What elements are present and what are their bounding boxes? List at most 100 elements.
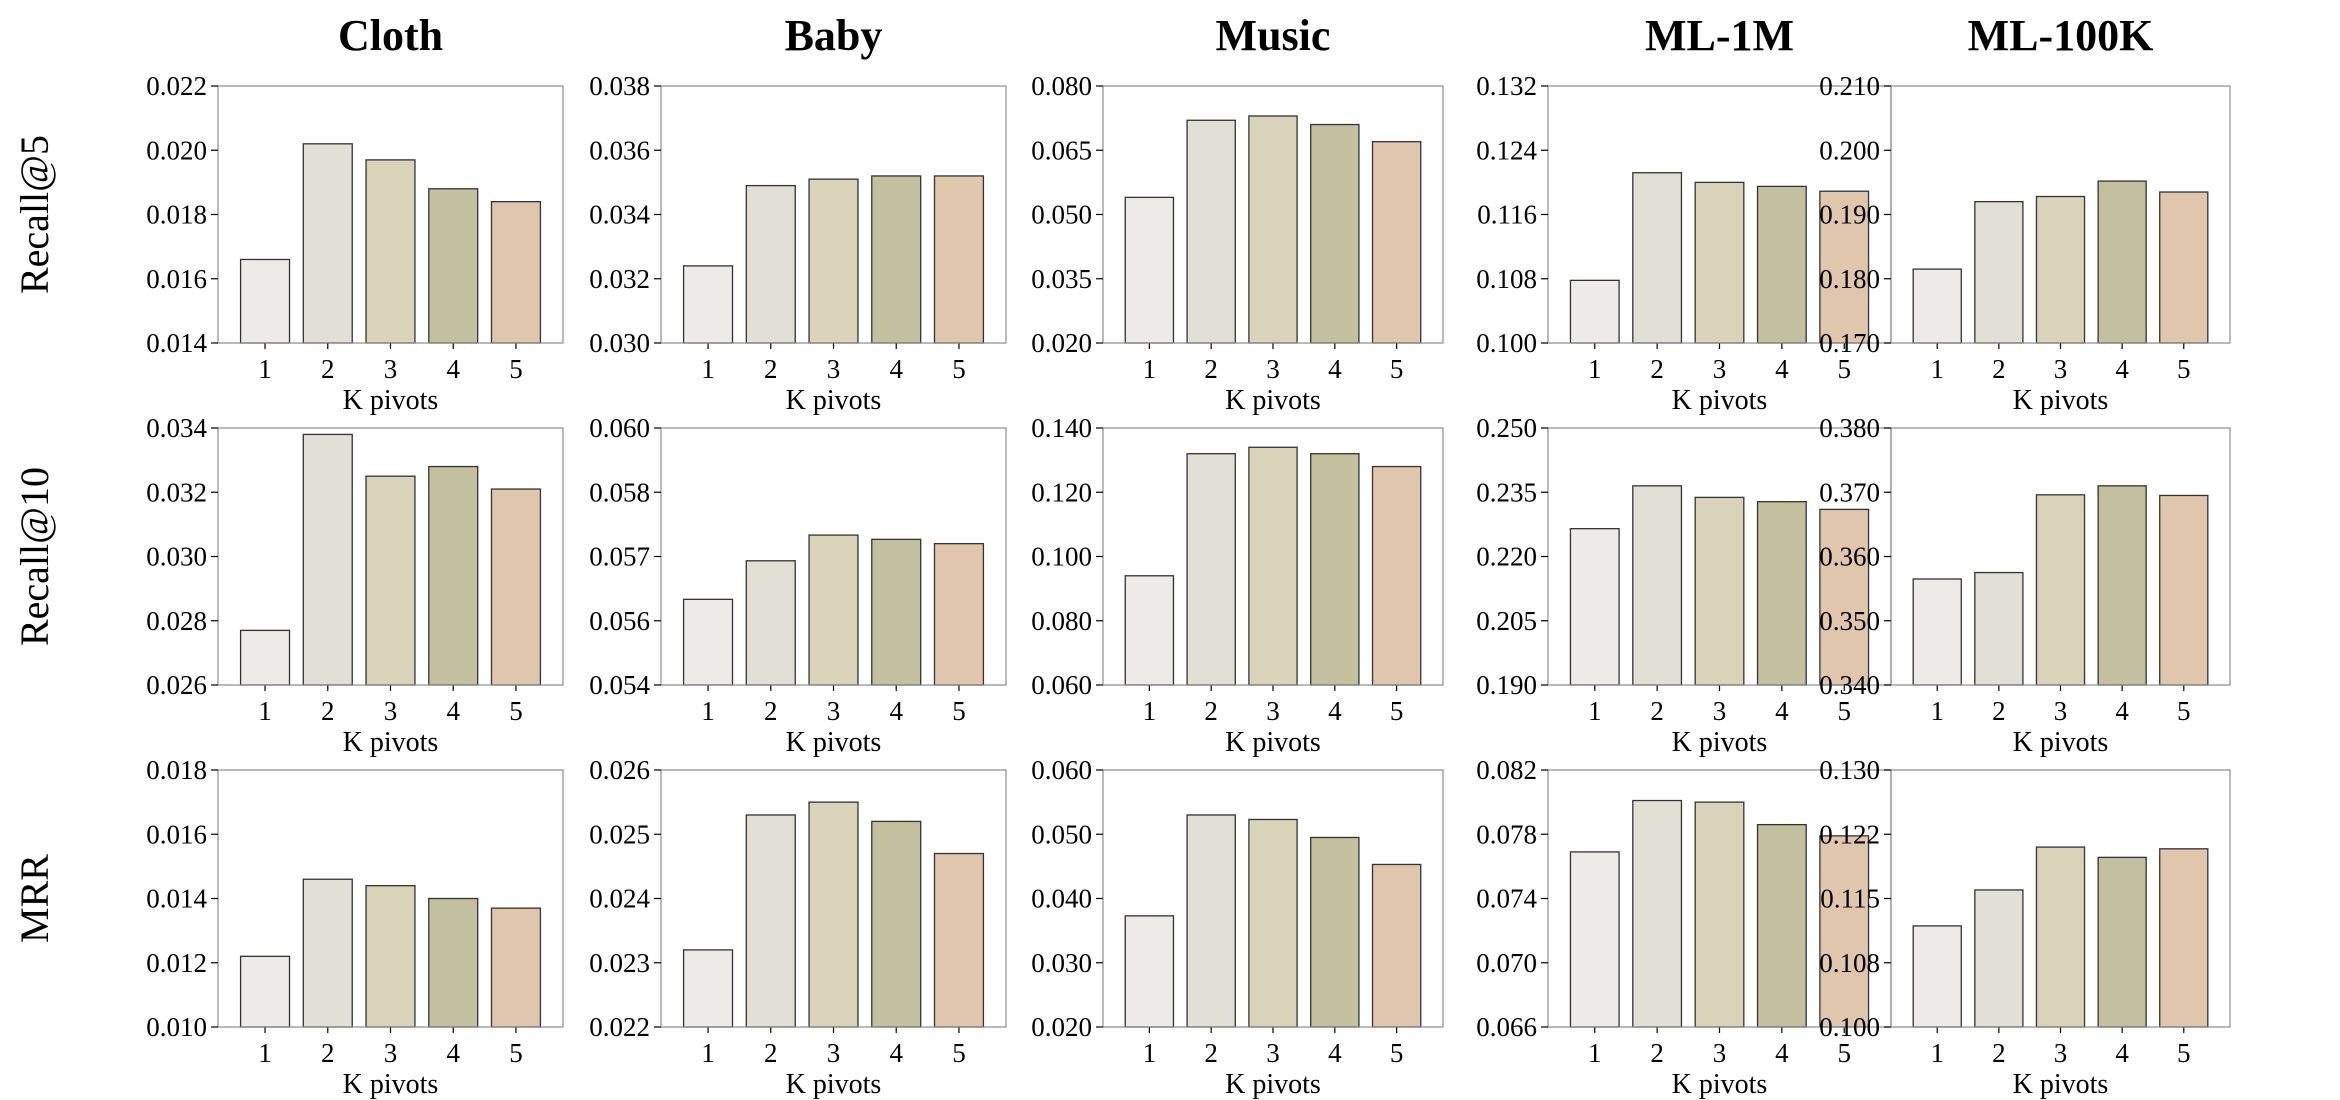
column-title-baby: Baby: [785, 11, 883, 60]
x-tick-label: 1: [1930, 1038, 1944, 1068]
bar-k4: [428, 465, 479, 686]
bar-k1: [1569, 279, 1620, 344]
panel-baby-recall-5: 1 2 3 4 5 0.030 0.032 0.034 0.036 0.038 K pivots: [589, 71, 1007, 416]
x-tick-label: 4: [1328, 354, 1342, 384]
y-tick-label: 0.028: [146, 606, 207, 636]
y-tick-label: 0.050: [1031, 200, 1092, 230]
bar-k5: [933, 543, 985, 686]
x-tick-label: 2: [1204, 1038, 1218, 1068]
y-tick-label: 0.060: [1031, 670, 1092, 700]
bar-k2: [1632, 799, 1683, 1028]
bar-k1: [1569, 851, 1620, 1028]
y-tick-label: 0.030: [146, 542, 207, 572]
bar-k3: [1248, 818, 1298, 1028]
x-tick-label: 4: [2115, 354, 2129, 384]
x-tick-label: 3: [827, 1038, 841, 1068]
x-tick-label: 4: [2115, 1038, 2129, 1068]
bar-k5: [1819, 190, 1870, 344]
y-tick-label: 0.016: [146, 264, 207, 294]
bar-k3: [1694, 181, 1745, 344]
panel-cloth-mrr: 1 2 3 4 5 0.010 0.012 0.014 0.016 0.018 K pivots: [146, 755, 564, 1100]
x-axis-title: K pivots: [786, 1069, 882, 1100]
x-tick-label: 4: [889, 696, 903, 726]
bar-k5: [490, 907, 542, 1028]
bar-k5: [933, 175, 985, 344]
x-axis-title: K pivots: [1672, 1069, 1768, 1100]
bar-k1: [1124, 575, 1175, 686]
bar-k5: [933, 852, 985, 1028]
bar-k5: [2159, 848, 2209, 1028]
column-title-music: Music: [1216, 11, 1331, 60]
x-tick-label: 4: [1328, 1038, 1342, 1068]
x-tick-label: 4: [889, 1038, 903, 1068]
bar-k5: [1819, 508, 1870, 686]
bar-k2: [1186, 814, 1236, 1028]
bar-k5: [490, 488, 542, 686]
y-tick-label: 0.108: [1476, 264, 1537, 294]
x-tick-label: 1: [1143, 696, 1157, 726]
bar-k1: [239, 258, 291, 344]
y-tick-label: 0.020: [1031, 1012, 1092, 1042]
y-tick-label: 0.180: [1819, 264, 1880, 294]
y-tick-label: 0.200: [1819, 135, 1880, 165]
y-tick-label: 0.024: [589, 884, 650, 914]
x-tick-label: 3: [384, 696, 398, 726]
bar-k5: [1371, 465, 1422, 686]
bar-k3: [1694, 496, 1745, 686]
bar-k3: [2035, 494, 2086, 686]
y-tick-label: 0.190: [1819, 200, 1880, 230]
y-tick-label: 0.370: [1819, 477, 1880, 507]
x-tick-label: 1: [258, 1038, 272, 1068]
bar-k1: [1912, 925, 1962, 1028]
x-tick-label: 1: [1143, 1038, 1157, 1068]
bar-k4: [1310, 836, 1360, 1028]
y-tick-label: 0.022: [146, 71, 207, 101]
y-tick-label: 0.380: [1819, 413, 1880, 443]
y-tick-label: 0.078: [1476, 819, 1537, 849]
column-title-ml-100k: ML-100K: [1968, 11, 2154, 60]
y-tick-label: 0.116: [1477, 200, 1537, 230]
bar-k1: [682, 265, 734, 344]
y-tick-label: 0.056: [589, 606, 650, 636]
bar-k4: [871, 175, 922, 344]
x-tick-label: 5: [509, 354, 523, 384]
x-tick-label: 4: [1775, 354, 1789, 384]
y-tick-label: 0.020: [146, 135, 207, 165]
x-tick-label: 2: [321, 1038, 335, 1068]
bar-k2: [1974, 200, 2024, 344]
bar-k5: [1371, 141, 1422, 344]
bar-k2: [1974, 571, 2024, 686]
panel-music-recall-10: 1 2 3 4 5 0.060 0.080 0.100 0.120 0.140 K pivots: [1031, 413, 1444, 758]
bar-k2: [302, 433, 353, 686]
y-tick-label: 0.235: [1476, 477, 1537, 507]
x-tick-label: 4: [889, 354, 903, 384]
x-axis-title: K pivots: [786, 385, 882, 416]
y-tick-label: 0.130: [1819, 755, 1880, 785]
y-tick-label: 0.030: [589, 328, 650, 358]
x-axis-title: K pivots: [1225, 385, 1321, 416]
y-tick-label: 0.014: [146, 884, 207, 914]
y-tick-label: 0.100: [1031, 542, 1092, 572]
x-tick-label: 2: [321, 696, 335, 726]
y-tick-label: 0.035: [1031, 264, 1092, 294]
y-tick-label: 0.014: [146, 328, 207, 358]
y-tick-label: 0.124: [1476, 135, 1537, 165]
x-axis-title: K pivots: [2013, 727, 2109, 758]
x-axis-title: K pivots: [1225, 727, 1321, 758]
x-tick-label: 3: [827, 696, 841, 726]
bar-k2: [1186, 119, 1236, 344]
y-tick-label: 0.016: [146, 819, 207, 849]
bar-k1: [1912, 268, 1962, 344]
y-tick-label: 0.023: [589, 948, 650, 978]
row-label-recall-10: Recall@10: [12, 467, 57, 646]
y-tick-label: 0.070: [1476, 948, 1537, 978]
x-tick-label: 1: [1588, 1038, 1602, 1068]
x-tick-label: 2: [1992, 696, 2006, 726]
bar-k3: [1248, 446, 1298, 686]
x-tick-label: 1: [701, 354, 715, 384]
x-tick-label: 4: [1775, 696, 1789, 726]
x-tick-label: 3: [384, 1038, 398, 1068]
x-tick-label: 1: [258, 696, 272, 726]
bar-k5: [2159, 494, 2209, 686]
